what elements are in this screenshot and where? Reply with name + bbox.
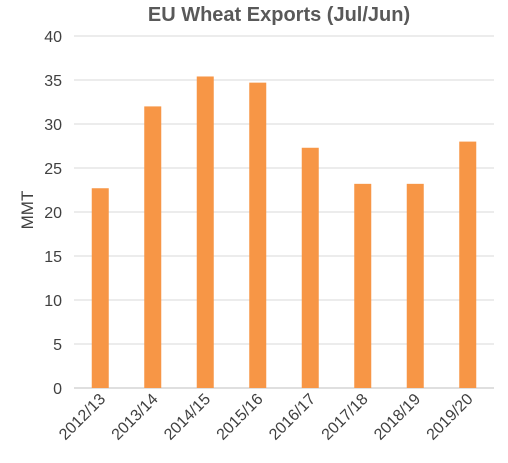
y-tick-label: 30 xyxy=(44,117,62,134)
bar xyxy=(301,147,319,388)
x-tick-label: 2019/20 xyxy=(424,391,477,444)
y-tick-label: 15 xyxy=(44,249,62,266)
y-axis-label: MMT xyxy=(18,191,37,230)
bar xyxy=(249,82,267,388)
x-tick-label: 2014/15 xyxy=(161,391,214,444)
y-tick-label: 35 xyxy=(44,73,62,90)
x-tick-label: 2017/18 xyxy=(319,391,372,444)
bar xyxy=(144,106,162,389)
x-tick-label: 2012/13 xyxy=(56,391,109,444)
bar xyxy=(406,183,424,388)
bar xyxy=(354,183,372,388)
x-tick-label: 2013/14 xyxy=(109,391,162,444)
y-tick-label: 40 xyxy=(44,29,62,46)
gridlines xyxy=(74,35,494,389)
x-tick-label: 2015/16 xyxy=(214,391,267,444)
x-tick-label: 2018/19 xyxy=(371,391,424,444)
y-tick-label: 0 xyxy=(53,381,62,398)
x-tick-labels: 2012/13 2013/14 2014/15 2015/16 2016/17 2017/… xyxy=(56,391,476,444)
x-tick-label: 2016/17 xyxy=(266,391,319,444)
bars xyxy=(91,76,477,389)
y-tick-label: 5 xyxy=(53,337,62,354)
y-tick-label: 25 xyxy=(44,161,62,178)
y-tick-labels: 0 5 10 15 20 25 30 35 40 xyxy=(44,29,62,398)
chart-title: EU Wheat Exports (Jul/Jun) xyxy=(148,4,410,26)
y-tick-label: 10 xyxy=(44,293,62,310)
bar xyxy=(91,188,109,388)
y-tick-label: 20 xyxy=(44,205,62,222)
bar xyxy=(196,76,214,388)
bar xyxy=(459,141,477,388)
